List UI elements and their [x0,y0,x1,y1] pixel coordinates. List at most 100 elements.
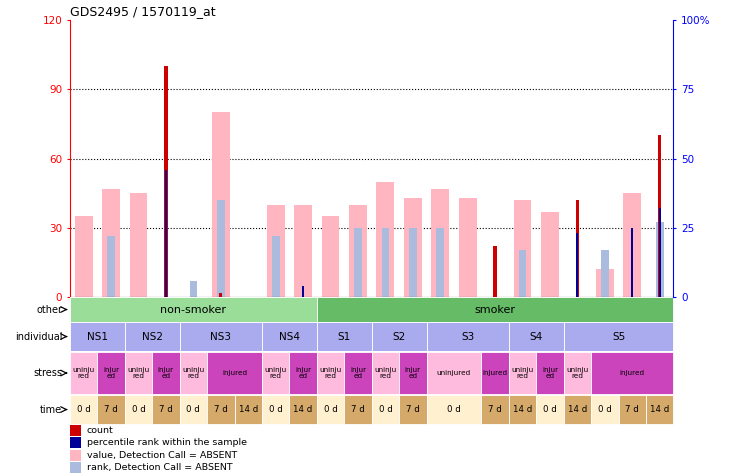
Bar [354,228,362,297]
Text: stress: stress [33,368,63,378]
Text: 0 d: 0 d [77,405,91,414]
Bar [262,322,316,351]
Bar [322,216,339,297]
Text: count: count [87,426,113,435]
Bar [564,352,591,394]
Text: other: other [36,304,63,315]
Bar [618,395,646,424]
Bar [509,395,537,424]
Bar [623,193,641,297]
Text: time: time [40,404,63,415]
Bar [381,228,389,297]
Bar [344,395,372,424]
Bar [564,395,591,424]
Text: uninjured: uninjured [437,370,471,376]
Text: injured: injured [483,370,508,376]
Text: injur
ed: injur ed [542,367,558,379]
Bar [152,352,180,394]
Bar [75,216,93,297]
Bar [190,281,197,297]
Text: value, Detection Call = ABSENT: value, Detection Call = ABSENT [87,451,237,460]
Bar [125,352,152,394]
Bar [125,395,152,424]
Bar [152,395,180,424]
Bar [349,205,367,297]
Text: 0 d: 0 d [598,405,612,414]
Text: S4: S4 [530,331,543,342]
Text: uninju
red: uninju red [512,367,534,379]
Bar [591,395,618,424]
Bar [493,246,497,297]
Bar [235,395,262,424]
Bar [431,189,449,297]
Text: S1: S1 [338,331,351,342]
Text: injur
ed: injur ed [405,367,421,379]
Text: individual: individual [15,331,63,342]
Text: 7 d: 7 d [406,405,420,414]
Bar [70,322,125,351]
Text: NS2: NS2 [142,331,163,342]
Bar [294,205,312,297]
Bar [576,200,579,297]
Text: uninju
red: uninju red [375,367,397,379]
Text: S5: S5 [612,331,625,342]
Bar [596,270,614,297]
Bar [316,322,372,351]
Bar [262,395,289,424]
Bar [70,462,81,473]
Text: uninju
red: uninju red [183,367,205,379]
Text: uninju
red: uninju red [264,367,287,379]
Text: 0 d: 0 d [324,405,337,414]
Bar [537,352,564,394]
Text: 14 d: 14 d [294,405,313,414]
Bar [207,352,262,394]
Bar [409,228,417,297]
Bar [302,286,304,297]
Bar [404,198,422,297]
Bar [219,292,222,297]
Text: percentile rank within the sample: percentile rank within the sample [87,438,247,447]
Bar [180,395,207,424]
Bar [70,450,81,461]
Bar [564,322,673,351]
Text: 14 d: 14 d [238,405,258,414]
Bar [70,395,97,424]
Bar [207,395,235,424]
Bar [481,395,509,424]
Bar [427,395,481,424]
Bar [659,209,661,297]
Bar [70,437,81,448]
Bar [212,112,230,297]
Bar [165,170,167,297]
Bar [399,395,427,424]
Text: non-smoker: non-smoker [160,304,227,315]
Text: 7 d: 7 d [159,405,173,414]
Bar [427,352,481,394]
Bar [541,212,559,297]
Text: 7 d: 7 d [351,405,365,414]
Bar [427,322,509,351]
Bar [164,66,168,297]
Bar [70,352,97,394]
Text: injur
ed: injur ed [350,367,366,379]
Bar [372,395,399,424]
Text: S2: S2 [392,331,406,342]
Text: 14 d: 14 d [513,405,532,414]
Text: injured: injured [222,370,247,376]
Text: 7 d: 7 d [626,405,639,414]
Bar [658,136,662,297]
Bar [70,298,316,321]
Bar [436,228,444,297]
Bar [459,198,477,297]
Bar [591,352,673,394]
Bar [130,193,147,297]
Text: 7 d: 7 d [214,405,227,414]
Text: S3: S3 [461,331,474,342]
Bar [537,395,564,424]
Bar [316,352,344,394]
Bar [107,236,115,297]
Bar [70,425,81,436]
Text: NS4: NS4 [279,331,300,342]
Text: 14 d: 14 d [650,405,669,414]
Bar [316,298,673,321]
